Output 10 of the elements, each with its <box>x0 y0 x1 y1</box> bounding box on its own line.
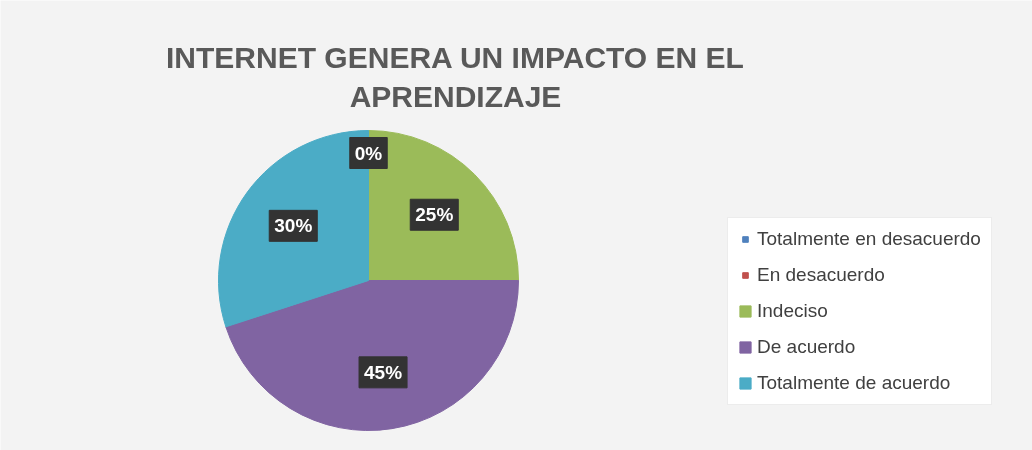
data-label: 30% <box>274 215 313 237</box>
text: 0% <box>354 142 383 164</box>
legend-label: Totalmente de acuerdo <box>757 372 951 394</box>
legend-label: En desacuerdo <box>757 264 885 286</box>
chart-title: INTERNET GENERA UN IMPACTO EN EL APRENDIZAJE <box>166 40 744 114</box>
legend-label: Totalmente en desacuerdo <box>757 228 981 250</box>
data-label: 25% <box>415 204 454 226</box>
legend-label: De acuerdo <box>757 336 856 358</box>
legend-label: Indeciso <box>757 300 828 322</box>
data-label: 45% <box>364 361 403 383</box>
